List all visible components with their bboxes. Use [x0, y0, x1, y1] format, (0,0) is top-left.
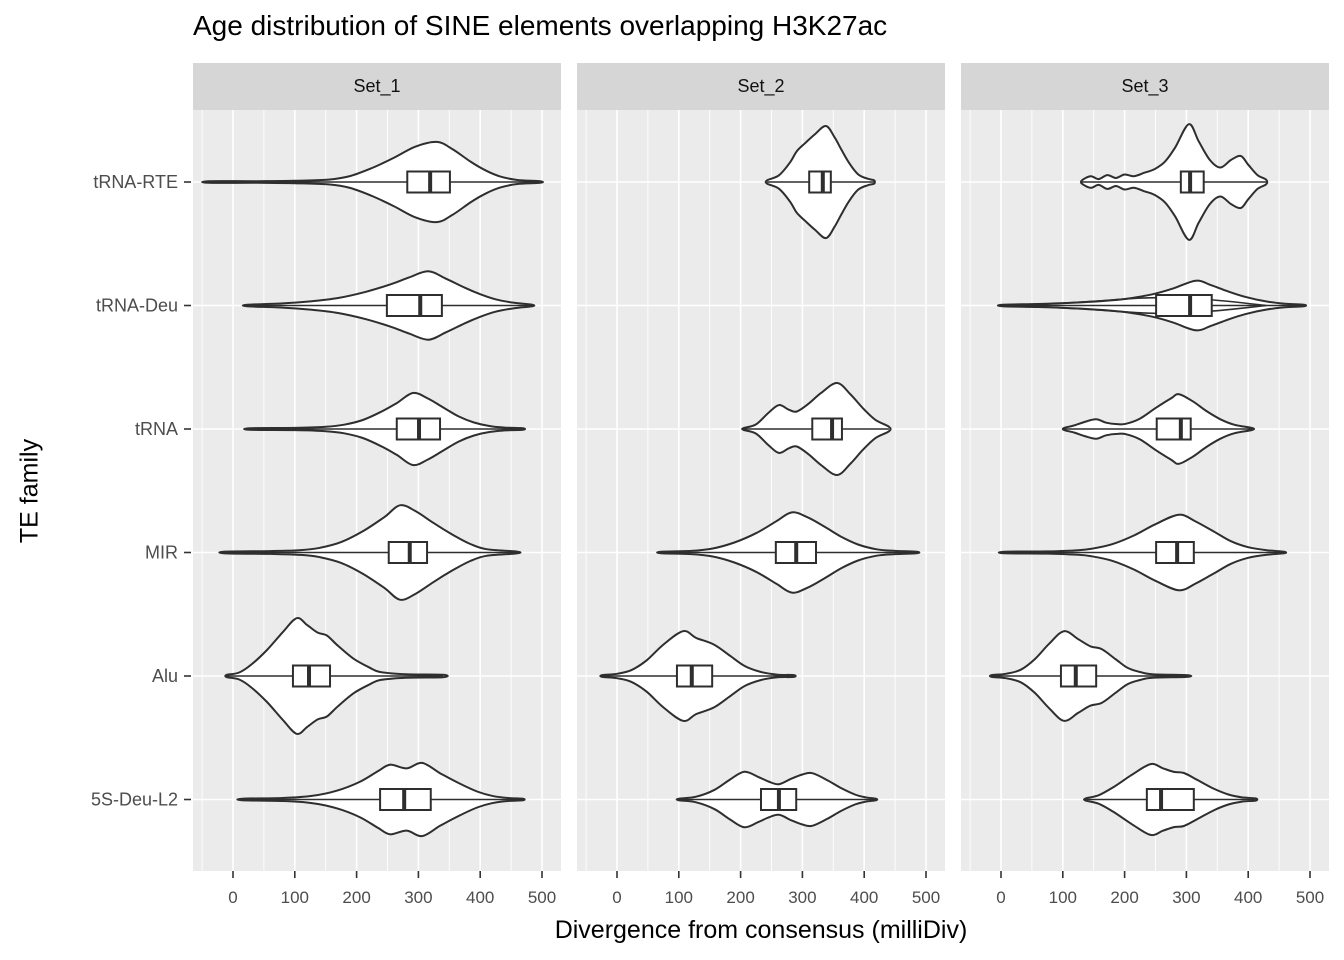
- y-tick-label: tRNA-RTE: [93, 172, 178, 192]
- boxplot-median: [307, 665, 312, 687]
- x-tick-label: 500: [912, 888, 940, 907]
- x-tick-label: 0: [996, 888, 1005, 907]
- boxplot-median: [1188, 171, 1193, 193]
- y-tick-label: Alu: [152, 666, 178, 686]
- x-tick-label: 0: [612, 888, 621, 907]
- boxplot-median: [1178, 418, 1183, 440]
- x-tick-label: 300: [404, 888, 432, 907]
- boxplot-median: [794, 542, 799, 563]
- panel-background: [961, 110, 1329, 871]
- facet-strip-set-1: Set_1: [193, 63, 561, 110]
- x-tick-label: 100: [665, 888, 693, 907]
- boxplot-median: [820, 171, 825, 193]
- x-tick-label: 400: [850, 888, 878, 907]
- boxplot-median: [776, 789, 781, 810]
- x-axis-title: Divergence from consensus (milliDiv): [554, 916, 968, 944]
- boxplot-median: [428, 171, 433, 193]
- x-tick-label: 0: [228, 888, 237, 907]
- boxplot-box: [1179, 170, 1205, 194]
- y-axis-title: TE family: [15, 438, 44, 544]
- y-tick-label: tRNA-Deu: [96, 296, 178, 316]
- boxplot-box: [675, 664, 714, 688]
- facet-strip-label: Set_3: [1121, 76, 1169, 96]
- boxplot-median: [418, 295, 423, 316]
- boxplot-box: [808, 170, 832, 194]
- y-tick-label: 5S-Deu-L2: [91, 790, 178, 810]
- x-tick-label: 400: [1234, 888, 1262, 907]
- x-tick-label: 200: [342, 888, 370, 907]
- boxplot-box: [1155, 417, 1192, 441]
- x-tick-label: 300: [1172, 888, 1200, 907]
- boxplot-box: [1155, 294, 1213, 317]
- x-tick-label: 300: [788, 888, 816, 907]
- x-tick-label: 500: [528, 888, 556, 907]
- y-tick-label: tRNA: [135, 419, 178, 439]
- boxplot-median: [1188, 295, 1193, 316]
- x-tick-label: 500: [1296, 888, 1324, 907]
- facet-strip-label: Set_2: [737, 76, 785, 96]
- x-tick-label: 400: [466, 888, 494, 907]
- boxplot-median: [402, 789, 407, 810]
- boxplot-box: [811, 417, 843, 441]
- facet-strip-set-2: Set_2: [577, 63, 945, 110]
- boxplot-box: [385, 294, 443, 317]
- boxplot-median: [1159, 789, 1164, 810]
- boxplot-median: [1073, 665, 1078, 687]
- x-tick-label: 200: [726, 888, 754, 907]
- boxplot-median: [407, 542, 412, 563]
- boxplot-median: [830, 418, 835, 440]
- panel-background: [193, 110, 561, 871]
- boxplot-box: [1145, 788, 1195, 811]
- plot-title: Age distribution of SINE elements overla…: [193, 10, 888, 41]
- x-tick-label: 100: [1049, 888, 1077, 907]
- boxplot-median: [689, 665, 694, 687]
- y-tick-label: MIR: [145, 543, 178, 563]
- boxplot-box: [291, 664, 332, 688]
- boxplot-box: [1155, 541, 1195, 564]
- x-tick-label: 100: [281, 888, 309, 907]
- facet-strip-label: Set_1: [353, 76, 401, 96]
- boxplot-box: [1059, 664, 1098, 688]
- panel-background: [577, 110, 945, 871]
- x-tick-label: 200: [1110, 888, 1138, 907]
- boxplot-median: [1175, 542, 1180, 563]
- boxplot-median: [417, 418, 422, 440]
- facet-strip-set-3: Set_3: [961, 63, 1329, 110]
